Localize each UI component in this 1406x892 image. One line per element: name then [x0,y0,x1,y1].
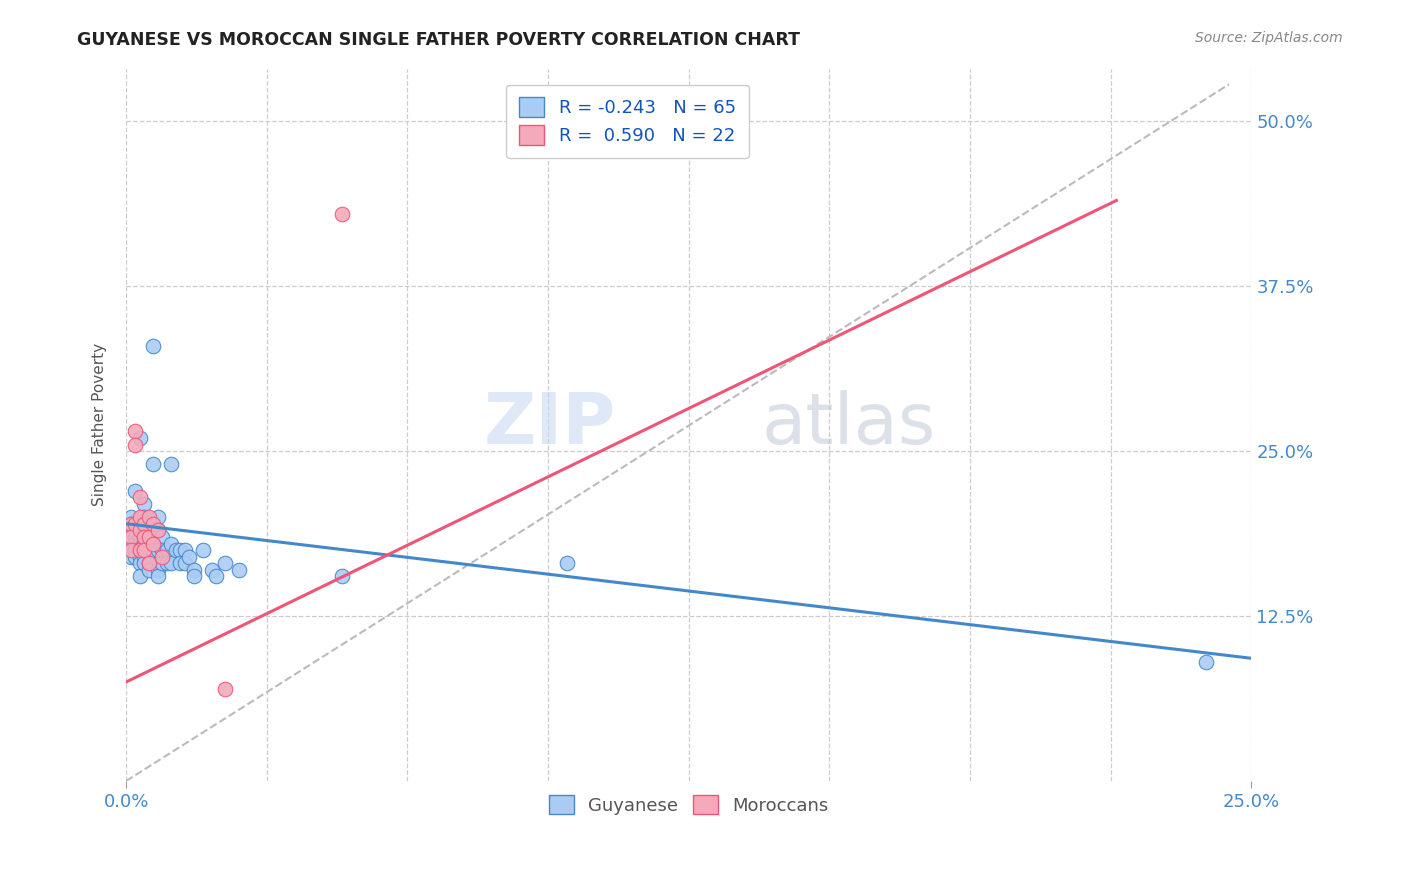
Point [120,549,142,564]
Point [132,530,155,544]
Point [142,536,165,550]
Point [146,524,169,538]
Point [138,524,160,538]
Point [120,524,142,538]
Point [330,569,353,583]
Point [142,536,165,550]
Point [173,543,195,558]
Point [128,510,150,524]
Point [124,437,146,451]
Point [124,516,146,531]
Point [120,516,142,531]
Point [132,536,155,550]
Point [132,516,155,531]
Point [124,530,146,544]
Point [330,207,353,221]
Point [132,510,155,524]
Point [128,543,150,558]
Point [128,431,150,445]
Point [120,530,142,544]
Point [555,556,578,570]
Point [138,556,160,570]
Point [128,569,150,583]
Point [155,543,177,558]
Point [138,530,160,544]
Point [120,530,142,544]
Point [132,549,155,564]
Point [160,458,183,472]
Point [124,549,146,564]
Text: Source: ZipAtlas.com: Source: ZipAtlas.com [1195,31,1343,45]
Point [146,524,169,538]
Point [150,549,173,564]
Point [150,543,173,558]
Point [214,556,236,570]
Point [132,543,155,558]
Point [120,543,142,558]
Point [142,338,165,352]
Point [169,556,191,570]
Point [124,483,146,498]
Point [128,530,150,544]
Point [124,536,146,550]
Point [169,543,191,558]
Point [128,543,150,558]
Point [142,543,165,558]
Point [132,497,155,511]
Point [146,510,169,524]
Point [160,536,183,550]
Point [120,510,142,524]
Point [128,556,150,570]
Text: ZIP: ZIP [484,391,616,459]
Point [138,556,160,570]
Point [132,556,155,570]
Point [214,681,236,696]
Point [128,524,150,538]
Point [177,549,200,564]
Point [120,543,142,558]
Point [1195,655,1218,669]
Point [173,556,195,570]
Point [138,543,160,558]
Point [155,556,177,570]
Point [183,569,205,583]
Point [138,563,160,577]
Point [150,530,173,544]
Text: GUYANESE VS MOROCCAN SINGLE FATHER POVERTY CORRELATION CHART: GUYANESE VS MOROCCAN SINGLE FATHER POVER… [77,31,800,49]
Point [146,563,169,577]
Point [132,543,155,558]
Point [128,491,150,505]
Point [165,543,187,558]
Text: atlas: atlas [762,391,936,459]
Y-axis label: Single Father Poverty: Single Father Poverty [93,343,107,507]
Point [142,458,165,472]
Point [138,530,160,544]
Point [124,516,146,531]
Point [138,510,160,524]
Legend: Guyanese, Moroccans: Guyanese, Moroccans [538,784,839,825]
Point [160,556,183,570]
Point [228,563,250,577]
Point [201,563,224,577]
Point [142,516,165,531]
Point [128,516,150,531]
Point [128,536,150,550]
Point [191,543,214,558]
Point [128,549,150,564]
Point [124,543,146,558]
Point [205,569,228,583]
Point [146,543,169,558]
Point [183,563,205,577]
Point [120,516,142,531]
Point [124,425,146,439]
Point [132,524,155,538]
Point [146,569,169,583]
Point [150,556,173,570]
